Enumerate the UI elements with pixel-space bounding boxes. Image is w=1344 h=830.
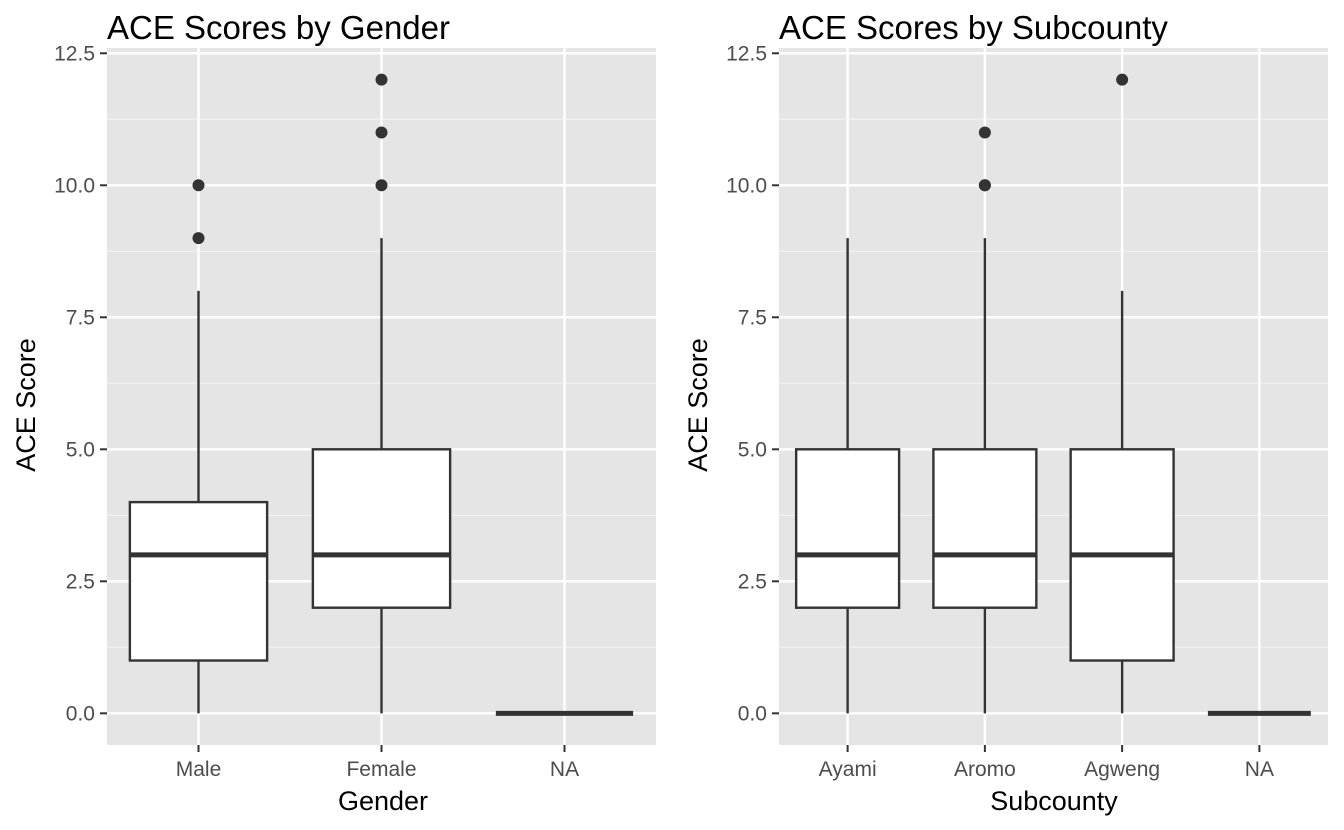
outlier-point [375,73,388,86]
chart-subcounty: ACE Scores by Subcounty 0.0 2.5 5.0 7.5 … [683,9,1328,816]
y-tick-label: 0.0 [66,702,95,725]
y-axis-title: ACE Score [11,338,41,472]
box-series [794,73,1311,716]
chart-title: ACE Scores by Subcounty [779,9,1168,46]
x-axis-tick-labels: Ayami Aromo Agweng NA [819,758,1274,781]
y-tick-label: 2.5 [738,570,767,593]
outlier-point [1116,73,1129,86]
y-axis-ticks [772,52,1261,752]
y-tick-label: 12.5 [726,42,767,65]
box-male [128,179,269,714]
chart-gender: ACE Scores by Gender 0.0 2.5 5.0 7.5 10.… [11,9,656,816]
y-tick-label: 2.5 [66,570,95,593]
box-iqr [932,448,1038,609]
y-tick-label: 10.0 [726,174,767,197]
box-iqr [794,448,901,609]
y-tick-label: 5.0 [738,438,767,461]
outlier-point [978,126,991,139]
y-tick-label: 0.0 [738,702,767,725]
outlier-point [375,126,388,139]
y-axis-tick-labels: 0.0 2.5 5.0 7.5 10.0 12.5 [726,42,767,725]
x-tick-label: Male [176,758,222,781]
y-axis-title: ACE Score [683,338,713,472]
y-tick-label: 7.5 [66,306,95,329]
y-tick-label: 7.5 [738,306,767,329]
x-tick-label: NA [1245,758,1274,781]
plot-panel [779,48,1328,745]
box-iqr [311,448,452,609]
box-female [311,73,452,714]
box-agweng [1069,73,1175,714]
outlier-point [192,232,205,245]
x-tick-label: Aromo [954,758,1016,781]
outlier-point [192,179,205,192]
x-tick-label: Female [346,758,416,781]
x-tick-label: Agweng [1084,758,1160,781]
outlier-point [375,179,388,192]
y-axis-ticks [100,52,566,752]
x-axis-title: Gender [338,786,428,816]
box-ayami [794,238,901,714]
y-tick-label: 12.5 [54,42,95,65]
x-tick-label: Ayami [819,758,877,781]
outlier-point [978,179,991,192]
y-tick-label: 5.0 [66,438,95,461]
box-iqr [128,500,269,662]
chart-title: ACE Scores by Gender [107,9,450,46]
y-tick-label: 10.0 [54,174,95,197]
x-axis-title: Subcounty [990,786,1118,816]
box-series [128,73,634,716]
box-aromo [932,126,1038,714]
x-tick-label: NA [550,758,579,781]
x-axis-tick-labels: Male Female NA [176,758,579,781]
y-axis-tick-labels: 0.0 2.5 5.0 7.5 10.0 12.5 [54,42,95,725]
